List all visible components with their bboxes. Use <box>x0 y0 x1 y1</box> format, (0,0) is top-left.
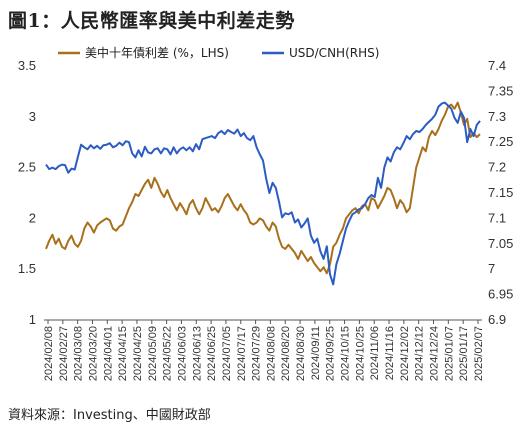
chart-title: 圖1：人民幣匯率與美中利差走勢 <box>8 10 295 32</box>
x-tick-label: 2024/11/16 <box>384 326 396 380</box>
left-tick-label: 1 <box>29 312 36 327</box>
x-tick-label: 2024/11/06 <box>369 326 381 380</box>
x-tick-label: 2024/10/15 <box>340 326 352 381</box>
x-tick-label: 2024/04/15 <box>117 326 129 381</box>
right-tick-label: 7.15 <box>488 185 513 200</box>
legend-label-usdcnh: USD/CNH(RHS) <box>289 46 379 60</box>
right-tick-label: 7.4 <box>488 58 506 73</box>
right-tick-label: 7.1 <box>488 210 506 225</box>
legend-label-spread: 美中十年債利差 (%，LHS) <box>85 45 229 60</box>
series-lines <box>45 101 481 286</box>
x-tick-label: 2024/08/20 <box>280 326 292 381</box>
left-tick-label: 3 <box>29 109 36 124</box>
x-tick-label: 2024/08/08 <box>265 326 277 381</box>
x-tick-label: 2024/07/29 <box>251 326 263 381</box>
right-tick-label: 7.05 <box>488 236 513 251</box>
x-tick-label: 2024/06/25 <box>206 326 218 381</box>
source-note: 資料來源：Investing、中國財政部 <box>8 408 211 423</box>
x-tick-label: 2024/09/25 <box>325 326 337 381</box>
x-tick-label: 2024/04/25 <box>132 326 144 381</box>
x-tick-label: 2024/06/03 <box>176 326 188 381</box>
left-tick-label: 3.5 <box>18 58 36 73</box>
right-tick-label: 7.3 <box>488 109 506 124</box>
x-tick-label: 2024/07/17 <box>236 326 248 381</box>
left-tick-label: 1.5 <box>18 261 36 276</box>
x-tick-label: 2024/07/05 <box>221 326 233 381</box>
x-tick-label: 2024/06/13 <box>191 326 203 381</box>
x-tick-label: 2024/05/09 <box>147 326 159 381</box>
x-tick-label: 2025/01/07 <box>443 326 455 381</box>
x-tick-label: 2025/01/17 <box>458 326 470 381</box>
x-tick-label: 2024/04/01 <box>102 326 114 381</box>
right-tick-label: 7.2 <box>488 160 506 175</box>
x-tick-label: 2024/03/20 <box>87 326 99 381</box>
x-tick-label: 2024/05/22 <box>162 326 174 381</box>
right-tick-label: 7 <box>488 261 495 276</box>
legend: 美中十年債利差 (%，LHS) USD/CNH(RHS) <box>58 45 379 60</box>
right-tick-label: 6.95 <box>488 287 513 302</box>
spread-series-line <box>45 101 481 275</box>
right-tick-label: 7.25 <box>488 134 513 149</box>
x-tick-label: 2024/12/24 <box>429 326 441 381</box>
left-tick-label: 2.5 <box>18 160 36 175</box>
left-tick-label: 2 <box>29 210 36 225</box>
x-tick-label: 2024/02/08 <box>43 326 55 381</box>
x-tick-label: 2024/09/11 <box>310 326 322 380</box>
x-tick-label: 2025/02/07 <box>473 326 485 381</box>
x-tick-label: 2024/12/02 <box>399 326 411 381</box>
x-tick-label: 2024/12/12 <box>414 326 426 381</box>
right-tick-label: 7.35 <box>488 83 513 98</box>
x-tick-label: 2024/03/08 <box>73 326 85 381</box>
right-tick-label: 6.9 <box>488 312 506 327</box>
x-tick-label: 2024/02/27 <box>58 326 70 381</box>
axes: 1 1.5 2 2.5 3 3.5 6.9 6.95 7 7.05 7.1 7.15 7.2 7.25 7.… <box>18 58 513 381</box>
x-tick-label: 2024/10/25 <box>354 326 366 381</box>
usdcnh-series-line <box>45 101 481 286</box>
x-tick-label: 2024/08/30 <box>295 326 307 381</box>
